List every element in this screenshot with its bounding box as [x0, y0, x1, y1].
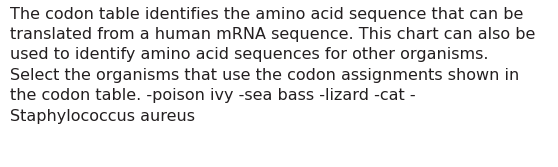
Text: The codon table identifies the amino acid sequence that can be
translated from a: The codon table identifies the amino aci…: [10, 7, 536, 124]
